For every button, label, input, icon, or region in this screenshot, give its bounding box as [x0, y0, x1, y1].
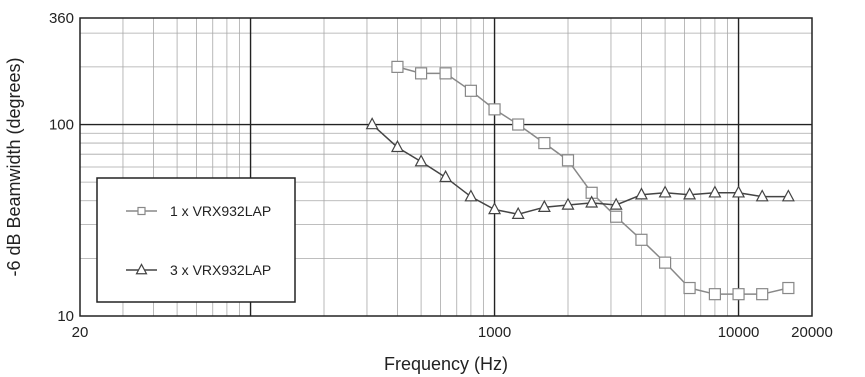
y-axis-label: -6 dB Beamwidth (degrees)	[4, 57, 24, 276]
legend-items: 1 x VRX932LAP 3 x VRX932LAP	[126, 203, 271, 278]
data-point-square	[137, 206, 146, 216]
data-point-square	[683, 281, 696, 295]
data-point-triangle	[537, 199, 551, 212]
legend-label: 1 x VRX932LAP	[170, 203, 271, 219]
data-point-triangle	[511, 206, 525, 219]
data-point-square	[439, 67, 452, 80]
data-point-triangle	[561, 197, 575, 210]
data-point-triangle	[755, 189, 769, 202]
data-point-square	[391, 60, 404, 73]
data-point-square	[756, 288, 769, 301]
x-tick-label: 20000	[791, 324, 833, 341]
data-point-square	[635, 233, 648, 246]
y-tick-label: 10	[57, 308, 74, 325]
data-point-square	[658, 256, 672, 269]
data-point-square	[708, 288, 722, 301]
data-point-triangle	[464, 189, 478, 202]
data-point-square	[464, 84, 478, 97]
series-layer	[365, 60, 795, 301]
data-point-triangle	[585, 195, 599, 208]
data-point-square	[538, 136, 551, 150]
data-point-triangle	[658, 185, 672, 198]
data-point-triangle	[439, 169, 453, 183]
data-point-square	[610, 210, 623, 223]
x-axis-label: Frequency (Hz)	[384, 354, 508, 374]
series-2	[365, 117, 795, 219]
data-point-triangle	[683, 187, 697, 200]
data-point-square	[414, 67, 428, 80]
series-line	[397, 66, 789, 295]
x-tick-label: 1000	[478, 324, 511, 341]
x-tick-label: 20	[72, 324, 89, 341]
legend: 1 x VRX932LAP 3 x VRX932LAP	[96, 177, 296, 303]
y-tick-labels: 10 100 360	[49, 10, 74, 325]
data-point-triangle	[634, 187, 648, 200]
data-point-square	[782, 281, 795, 295]
legend-box	[96, 177, 296, 303]
data-point-triangle	[414, 154, 428, 167]
data-point-square	[561, 154, 575, 167]
x-tick-label: 10000	[718, 324, 760, 341]
x-tick-labels: 20 1000 10000 20000	[72, 324, 833, 341]
data-point-square	[488, 103, 501, 116]
y-tick-label: 360	[49, 10, 74, 27]
data-point-triangle	[781, 189, 795, 202]
legend-label: 3 x VRX932LAP	[170, 262, 271, 278]
data-point-triangle	[732, 185, 746, 198]
data-point-triangle	[365, 117, 379, 130]
legend-entry: 3 x VRX932LAP	[126, 262, 271, 278]
data-point-triangle	[135, 263, 148, 275]
plot-frame	[79, 17, 813, 317]
legend-entry: 1 x VRX932LAP	[126, 203, 271, 219]
data-point-square	[512, 118, 525, 131]
series-1	[391, 60, 795, 301]
data-point-triangle	[609, 197, 623, 210]
y-tick-label: 100	[49, 117, 74, 134]
data-point-square	[732, 288, 745, 301]
data-point-triangle	[390, 139, 404, 153]
data-point-triangle	[708, 185, 722, 198]
data-point-triangle	[488, 202, 502, 215]
